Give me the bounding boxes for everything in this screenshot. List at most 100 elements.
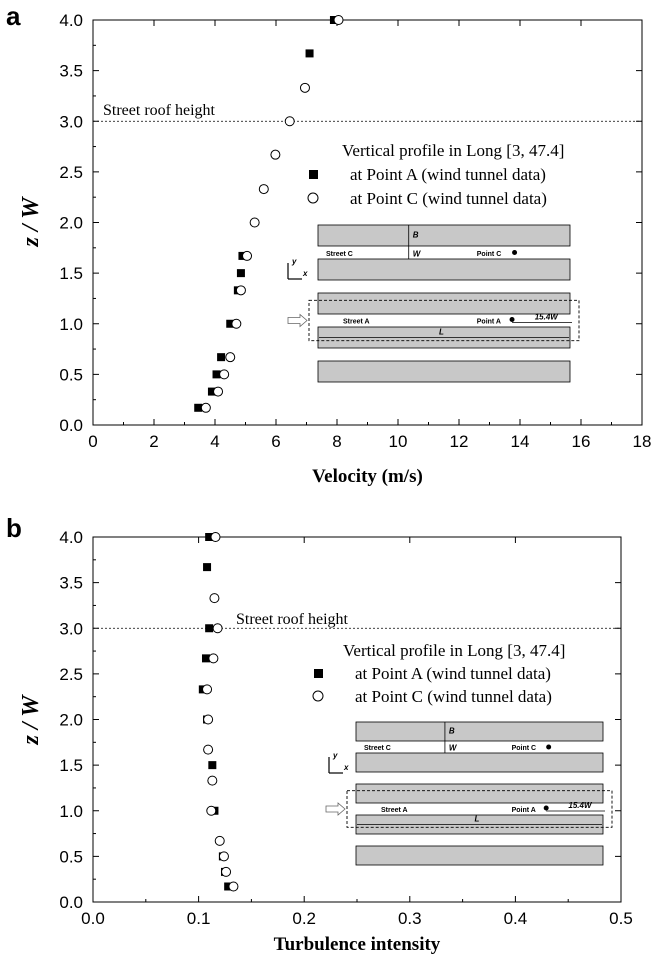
data-point-circle: [228, 881, 239, 892]
point-a-marker: [543, 805, 549, 811]
data-point-circle: [208, 653, 219, 664]
x-tick-label: 2: [149, 432, 158, 451]
point-a-marker: [509, 317, 515, 322]
y-tick-label: 1.5: [59, 756, 83, 775]
y-tick-label: 2.0: [59, 214, 83, 233]
x-tick-label: 14: [511, 432, 530, 451]
panel-letter: b: [6, 513, 22, 543]
dim-label-b: B: [449, 726, 455, 735]
street-a-label: Street A: [343, 319, 370, 326]
legend-marker-circle: [312, 690, 324, 702]
x-tick-label: 6: [271, 432, 280, 451]
point-a-label: Point A: [477, 319, 501, 326]
axis-glyph-y-label: y: [332, 751, 338, 760]
length-label: L: [475, 815, 480, 824]
street-a-label: Street A: [381, 807, 408, 814]
street-layout-diagram: BW Street C Point C Street A Point A 15.4W Lyx: [325, 721, 613, 866]
point-a-label: Point A: [512, 807, 536, 814]
data-point-circle: [210, 532, 221, 542]
wind-direction-arrow: [287, 313, 308, 328]
data-point-circle: [284, 116, 295, 127]
data-point-square: [226, 319, 235, 328]
data-point-square: [208, 761, 217, 770]
data-point-circle: [203, 744, 214, 755]
data-point-circle: [270, 149, 281, 160]
y-tick-label: 3.0: [59, 619, 83, 638]
x-tick-label: 16: [572, 432, 591, 451]
data-point-circle: [235, 285, 246, 296]
y-tick-label: 2.5: [59, 665, 83, 684]
axis-glyph-x-label: x: [343, 763, 349, 772]
x-tick-label: 0.4: [504, 909, 528, 928]
y-tick-label: 0.5: [59, 847, 83, 866]
legend-label: at Point C (wind tunnel data): [350, 189, 547, 208]
data-point-circle: [202, 684, 213, 695]
dim-label-w: W: [413, 249, 422, 258]
reference-line-label: Street roof height: [236, 611, 349, 628]
panel-b: b 0.0 0.1 0.2 0.3 0.4 0.5 0.0 0.5 1.0 1.5 2.0 2.5 3.0…: [6, 513, 633, 955]
point-c-marker: [546, 744, 552, 750]
data-point-circle: [225, 352, 236, 363]
building-block: [317, 360, 571, 383]
data-point-square: [201, 654, 210, 663]
y-tick-label: 2.0: [59, 711, 83, 730]
y-tick-label: 4.0: [59, 11, 83, 30]
data-point-circle: [212, 623, 223, 634]
data-point-circle: [218, 851, 229, 862]
legend-title: Vertical profile in Long [3, 47.4]: [342, 141, 564, 160]
data-point-square: [205, 624, 214, 633]
data-point-circle: [214, 835, 225, 846]
x-tick-label: 18: [633, 432, 652, 451]
legend-marker-square: [309, 170, 318, 179]
data-point-circle: [209, 593, 220, 604]
data-point-circle: [203, 714, 214, 725]
legend-marker-circle: [307, 192, 319, 204]
y-axis-title: z / W: [18, 694, 44, 746]
y-tick-label: 0.5: [59, 365, 83, 384]
legend-label: at Point C (wind tunnel data): [355, 687, 552, 706]
data-point-circle: [206, 805, 217, 816]
y-tick-label: 0.0: [59, 416, 83, 435]
y-tick-label: 3.5: [59, 62, 83, 81]
data-point-circle: [299, 82, 310, 93]
data-point-square: [212, 370, 221, 379]
data-point-square: [305, 49, 314, 58]
x-tick-label: 0.1: [187, 909, 211, 928]
building-block: [355, 845, 604, 866]
building-block: [355, 752, 604, 773]
data-point-circle: [213, 386, 224, 397]
legend-label: at Point A (wind tunnel data): [355, 664, 551, 683]
x-tick-label: 0: [88, 432, 97, 451]
legend-title: Vertical profile in Long [3, 47.4]: [343, 641, 565, 660]
point-c-marker: [512, 250, 518, 255]
building-block: [317, 258, 571, 281]
data-point-square: [224, 882, 233, 891]
length-label: L: [439, 328, 444, 337]
street-a-highlight: [346, 790, 613, 828]
axis-glyph-x-label: x: [302, 269, 308, 278]
data-point-square: [236, 269, 245, 278]
y-tick-label: 0.0: [59, 893, 83, 912]
axis-glyph-y-label: y: [291, 257, 297, 266]
data-point-circle: [221, 866, 232, 877]
x-tick-label: 4: [210, 432, 219, 451]
series-point-c: [200, 15, 344, 413]
point-c-label: Point C: [477, 251, 502, 258]
data-point-square: [217, 353, 226, 362]
legend-marker-square: [314, 669, 323, 678]
data-point-circle: [258, 184, 269, 195]
data-point-square: [205, 533, 214, 541]
wind-direction-arrow: [325, 802, 346, 816]
x-tick-label: 0.0: [81, 909, 105, 928]
distance-label: 15.4W: [568, 801, 593, 810]
data-point-circle: [249, 217, 260, 228]
x-tick-label: 0.5: [609, 909, 633, 928]
building-block: [317, 224, 571, 247]
legend-label: at Point A (wind tunnel data): [350, 165, 546, 184]
distance-label: 15.4W: [535, 313, 560, 322]
y-tick-label: 1.5: [59, 264, 83, 283]
data-point-circle: [333, 15, 344, 25]
legend: Vertical profile in Long [3, 47.4] at Poi…: [312, 641, 565, 706]
x-tick-label: 12: [450, 432, 469, 451]
